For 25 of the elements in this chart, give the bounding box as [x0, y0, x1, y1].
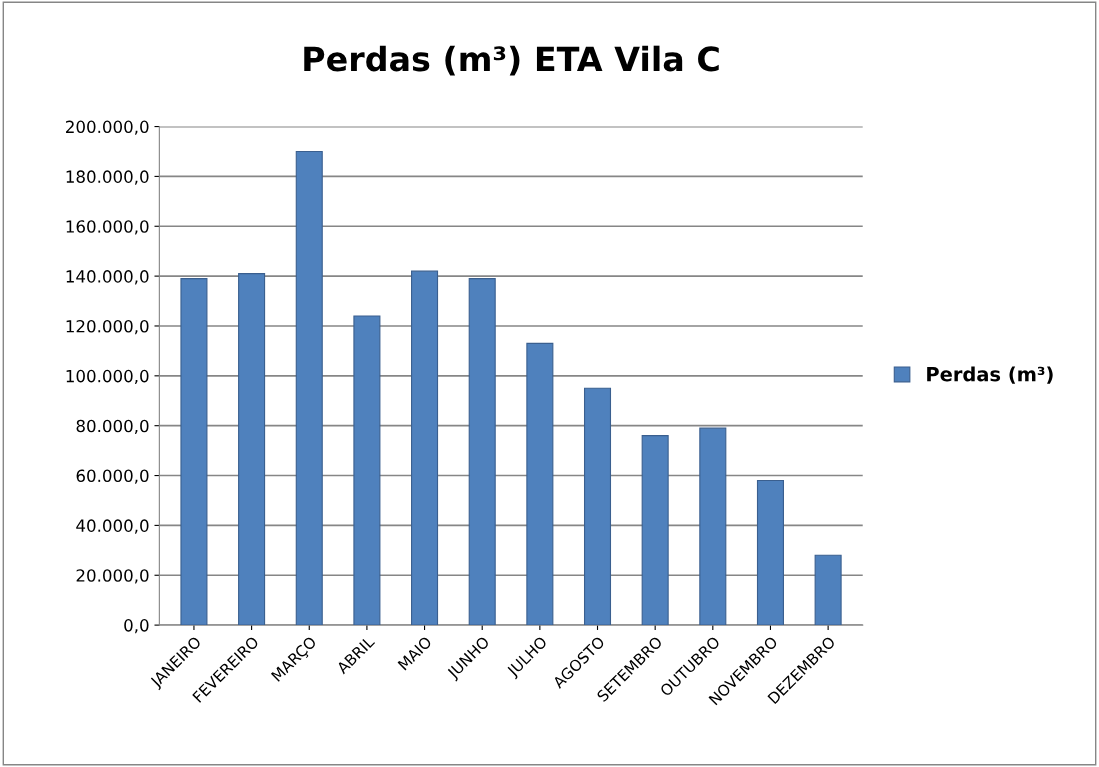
bar — [238, 273, 266, 626]
y-tick-label: 20.000,0 — [76, 569, 149, 584]
y-tick-label: 140.000,0 — [66, 270, 149, 285]
bar — [468, 278, 496, 626]
y-tick-label: 180.000,0 — [66, 170, 149, 185]
y-tick-label: 200.000,0 — [66, 120, 149, 135]
chart-title: Perdas (m³) ETA Vila C — [304, 45, 719, 76]
bar — [583, 387, 612, 626]
y-tick-label: 120.000,0 — [66, 319, 149, 335]
y-tick-label: 0,0 — [124, 619, 149, 634]
bar — [641, 435, 669, 626]
bar — [180, 278, 208, 626]
bar — [814, 554, 842, 626]
y-tick-label: 100.000,0 — [66, 369, 149, 385]
bar — [353, 315, 381, 626]
y-tick-label: 40.000,0 — [76, 519, 149, 534]
y-tick-label: 160.000,0 — [66, 220, 149, 235]
bar — [699, 427, 727, 626]
bar — [295, 150, 323, 626]
y-tick-label: 80.000,0 — [76, 419, 149, 434]
bar — [411, 270, 439, 626]
y-tick-label: 60.000,0 — [76, 469, 149, 484]
bar — [756, 479, 784, 626]
bar — [526, 342, 554, 626]
legend-label: Perdas (m³) — [927, 366, 1053, 384]
